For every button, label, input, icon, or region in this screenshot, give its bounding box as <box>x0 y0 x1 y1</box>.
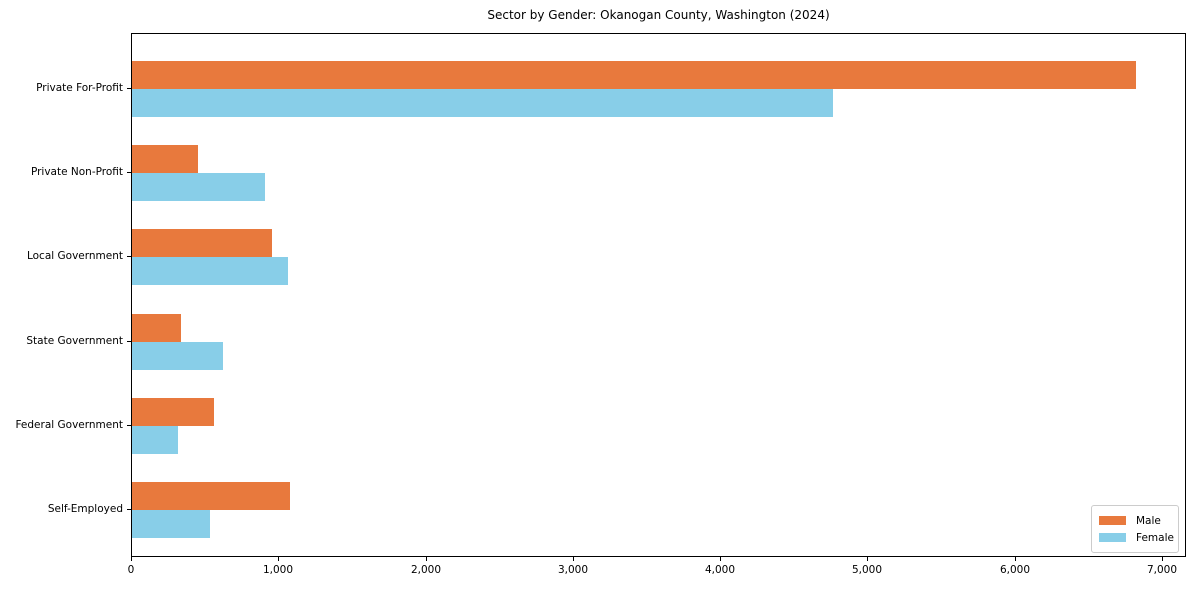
bar-male-local-government <box>132 229 272 258</box>
bar-female-self-employed <box>132 510 210 539</box>
legend-swatch-male <box>1099 516 1126 525</box>
y-tick-mark <box>127 340 131 342</box>
bar-female-federal-government <box>132 425 178 454</box>
y-tick-label-state-government: State Government <box>26 334 123 347</box>
chart-title: Sector by Gender: Okanogan County, Washi… <box>487 8 830 22</box>
bar-female-private-for-profit <box>132 89 833 117</box>
x-tick-mark <box>278 557 279 561</box>
bar-male-private-non-profit <box>132 145 198 174</box>
bar-female-state-government <box>132 341 223 370</box>
plot-area: Male Female <box>131 33 1186 557</box>
x-tick-mark <box>1162 557 1163 561</box>
legend-item-female: Female <box>1099 529 1174 546</box>
x-tick-label-0: 0 <box>127 564 135 576</box>
x-tick-label-1-000: 1,000 <box>262 564 294 576</box>
legend-label-male: Male <box>1136 514 1161 527</box>
bar-female-local-government <box>132 257 288 286</box>
y-tick-label-private-for-profit: Private For-Profit <box>36 82 123 94</box>
x-tick-label-5-000: 5,000 <box>851 564 883 576</box>
legend: Male Female <box>1091 505 1179 553</box>
bar-male-private-for-profit <box>132 61 1136 89</box>
y-tick-label-local-government: Local Government <box>26 250 123 263</box>
legend-item-male: Male <box>1099 512 1170 529</box>
x-tick-mark <box>573 557 574 561</box>
x-tick-mark <box>131 557 132 561</box>
x-tick-label-3-000: 3,000 <box>557 564 589 576</box>
x-tick-label-2-000: 2,000 <box>410 564 442 576</box>
x-tick-label-6-000: 6,000 <box>999 564 1031 576</box>
y-tick-mark <box>127 88 131 89</box>
bar-male-federal-government <box>132 397 214 426</box>
bar-male-state-government <box>132 313 181 342</box>
y-tick-mark <box>127 424 131 426</box>
legend-swatch-female <box>1099 533 1126 542</box>
y-tick-mark <box>127 509 131 511</box>
legend-label-female: Female <box>1136 531 1174 544</box>
x-tick-mark <box>720 557 721 561</box>
x-tick-mark <box>426 557 427 561</box>
bar-male-self-employed <box>132 482 290 511</box>
y-tick-mark <box>127 256 131 258</box>
y-tick-label-self-employed: Self-Employed <box>47 503 123 516</box>
x-tick-mark <box>867 557 868 561</box>
bar-female-private-non-profit <box>132 173 265 202</box>
y-tick-mark <box>127 172 131 174</box>
y-tick-label-federal-government: Federal Government <box>15 418 123 431</box>
x-tick-label-7-000: 7,000 <box>1146 564 1178 576</box>
x-tick-label-4-000: 4,000 <box>704 564 736 576</box>
y-tick-label-private-non-profit: Private Non-Profit <box>30 166 123 179</box>
x-tick-mark <box>1015 557 1016 561</box>
